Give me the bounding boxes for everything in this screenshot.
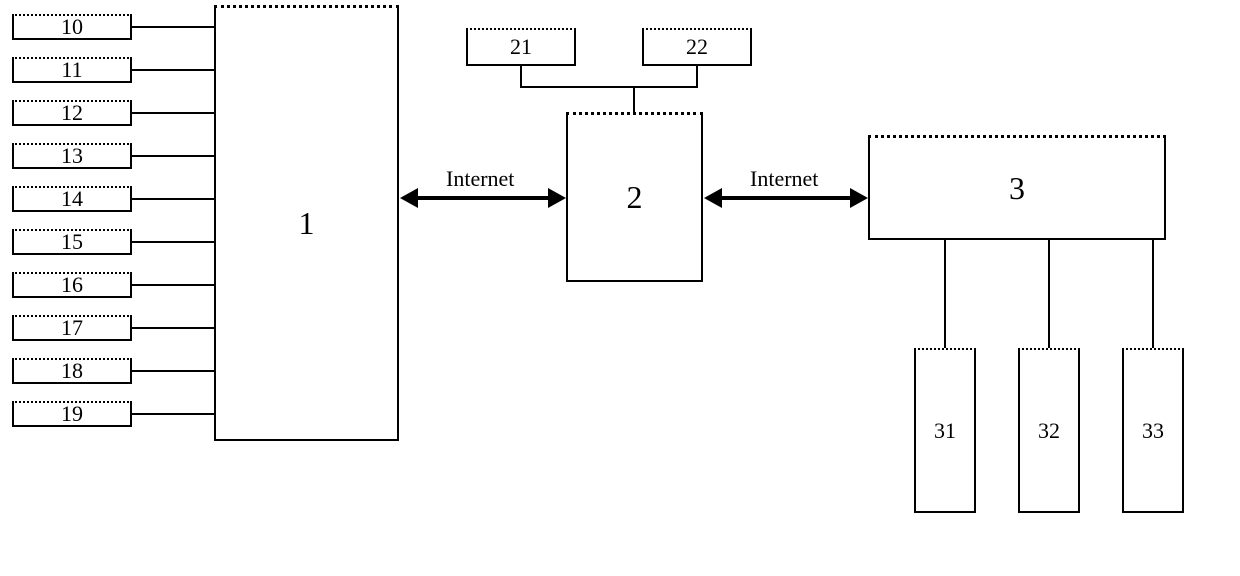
- left-item-19-label: 19: [61, 401, 83, 427]
- left-item-14-label: 14: [61, 186, 83, 212]
- left-item-15: 15: [12, 229, 132, 255]
- bottom-item-33: 33: [1122, 348, 1184, 513]
- main-block-3-label: 3: [1009, 170, 1025, 207]
- bottom-item-31-label: 31: [934, 418, 956, 444]
- left-item-11: 11: [12, 57, 132, 83]
- left-item-16-label: 16: [61, 272, 83, 298]
- left-item-13-label: 13: [61, 143, 83, 169]
- left-item-12: 12: [12, 100, 132, 126]
- left-item-13: 13: [12, 143, 132, 169]
- left-item-17: 17: [12, 315, 132, 341]
- main-block-1-label: 1: [299, 205, 315, 242]
- connector-line: [132, 370, 214, 372]
- top-item-21: 21: [466, 28, 576, 66]
- left-item-11-label: 11: [61, 57, 82, 83]
- connector-line: [132, 69, 214, 71]
- main-block-2-label: 2: [627, 179, 643, 216]
- left-item-14: 14: [12, 186, 132, 212]
- main-block-1: 1: [214, 5, 399, 441]
- arrow-2-label: Internet: [750, 166, 818, 192]
- connector-line: [520, 66, 522, 88]
- left-item-18: 18: [12, 358, 132, 384]
- left-item-16: 16: [12, 272, 132, 298]
- connector-line: [132, 413, 214, 415]
- arrow-line: [720, 196, 852, 200]
- connector-line: [944, 240, 946, 348]
- connector-line: [132, 198, 214, 200]
- left-item-18-label: 18: [61, 358, 83, 384]
- connector-line: [696, 66, 698, 88]
- top-item-22-label: 22: [686, 34, 708, 60]
- left-item-15-label: 15: [61, 229, 83, 255]
- bottom-item-31: 31: [914, 348, 976, 513]
- left-item-12-label: 12: [61, 100, 83, 126]
- arrow-right-icon: [548, 188, 566, 208]
- connector-line: [520, 86, 698, 88]
- left-item-10: 10: [12, 14, 132, 40]
- top-item-21-label: 21: [510, 34, 532, 60]
- connector-line: [1152, 240, 1154, 348]
- main-block-3: 3: [868, 135, 1166, 240]
- connector-line: [132, 26, 214, 28]
- connector-line: [132, 241, 214, 243]
- connector-line: [132, 284, 214, 286]
- connector-line: [633, 86, 635, 112]
- left-item-19: 19: [12, 401, 132, 427]
- arrow-1-label: Internet: [446, 166, 514, 192]
- main-block-2: 2: [566, 112, 703, 282]
- top-item-22: 22: [642, 28, 752, 66]
- connector-line: [132, 155, 214, 157]
- bottom-item-33-label: 33: [1142, 418, 1164, 444]
- bottom-item-32-label: 32: [1038, 418, 1060, 444]
- bottom-item-32: 32: [1018, 348, 1080, 513]
- connector-line: [132, 327, 214, 329]
- left-item-10-label: 10: [61, 14, 83, 40]
- connector-line: [1048, 240, 1050, 348]
- arrow-right-icon: [850, 188, 868, 208]
- left-item-17-label: 17: [61, 315, 83, 341]
- arrow-line: [416, 196, 550, 200]
- connector-line: [132, 112, 214, 114]
